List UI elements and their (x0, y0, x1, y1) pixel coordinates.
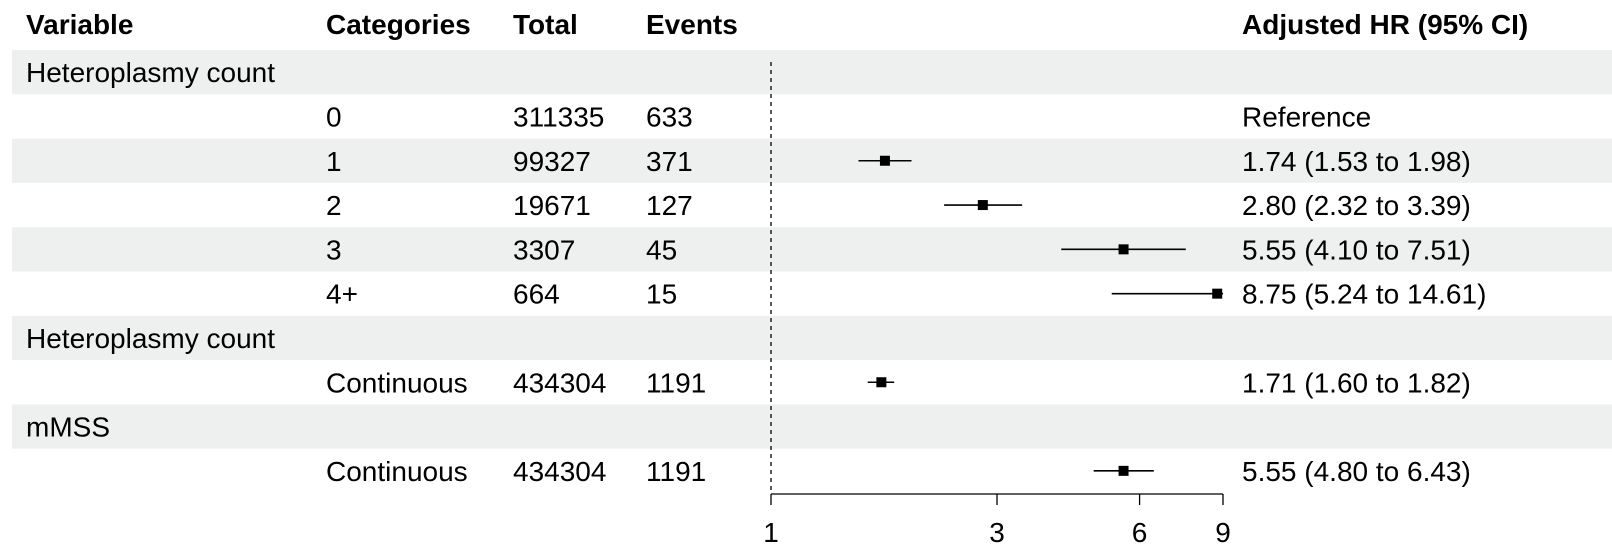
row-band (12, 315, 1612, 361)
hr-text-cell: 1.74 (1.53 to 1.98) (1242, 146, 1471, 177)
point-estimate (1118, 244, 1129, 255)
table-cells: Heteroplasmy count 0 311335 633 Reference 1 99… (26, 57, 1486, 487)
tick-label: 9 (1215, 517, 1231, 548)
header-total: Total (513, 9, 578, 40)
point-estimate (977, 200, 988, 211)
hr-text-cell: 2.80 (2.32 to 3.39) (1242, 190, 1471, 221)
header-adjusted-hr: Adjusted HR (95% CI) (1242, 9, 1528, 40)
events-cell: 45 (646, 234, 677, 265)
total-cell: 3307 (513, 234, 575, 265)
category-cell: 3 (326, 234, 342, 265)
total-cell: 434304 (513, 367, 606, 398)
tick-label: 1 (763, 517, 779, 548)
total-cell: 99327 (513, 146, 591, 177)
point-estimate (1212, 288, 1223, 299)
total-cell: 664 (513, 279, 560, 310)
group-label: mMSS (26, 412, 110, 443)
category-cell: 0 (326, 101, 342, 132)
group-label: Heteroplasmy count (26, 57, 275, 88)
total-cell: 19671 (513, 190, 591, 221)
events-cell: 1191 (646, 456, 706, 487)
category-cell: Continuous (326, 367, 468, 398)
hr-text-cell: 8.75 (5.24 to 14.61) (1242, 279, 1486, 310)
row-band (12, 138, 1612, 183)
point-estimate (876, 377, 887, 388)
tick-label: 3 (989, 517, 1005, 548)
header-categories: Categories (326, 9, 471, 40)
category-cell: Continuous (326, 456, 468, 487)
point-estimate (1118, 465, 1129, 476)
header-row: Variable Categories Total Events Adjuste… (26, 9, 1528, 40)
total-cell: 434304 (513, 456, 606, 487)
category-cell: 2 (326, 190, 342, 221)
x-axis: 1 3 6 9 (763, 493, 1231, 548)
total-cell: 311335 (513, 101, 604, 132)
row-bands (12, 50, 1612, 449)
events-cell: 15 (646, 279, 677, 310)
group-label: Heteroplasmy count (26, 323, 275, 354)
tick-label: 6 (1132, 517, 1148, 548)
header-events: Events (646, 9, 738, 40)
events-cell: 371 (646, 146, 693, 177)
events-cell: 127 (646, 190, 693, 221)
category-cell: 4+ (326, 279, 358, 310)
forest-marks (770, 62, 1223, 493)
row-band (12, 404, 1612, 449)
header-variable: Variable (26, 9, 133, 40)
hr-text-cell: 5.55 (4.80 to 6.43) (1242, 456, 1471, 487)
hr-text-cell: Reference (1242, 101, 1371, 132)
events-cell: 633 (646, 101, 693, 132)
row-band (12, 227, 1612, 272)
category-cell: 1 (326, 146, 342, 177)
events-cell: 1191 (646, 367, 706, 398)
point-estimate (879, 155, 890, 166)
row-band (12, 50, 1612, 95)
hr-text-cell: 1.71 (1.60 to 1.82) (1242, 367, 1471, 398)
hr-text-cell: 5.55 (4.10 to 7.51) (1242, 234, 1471, 265)
